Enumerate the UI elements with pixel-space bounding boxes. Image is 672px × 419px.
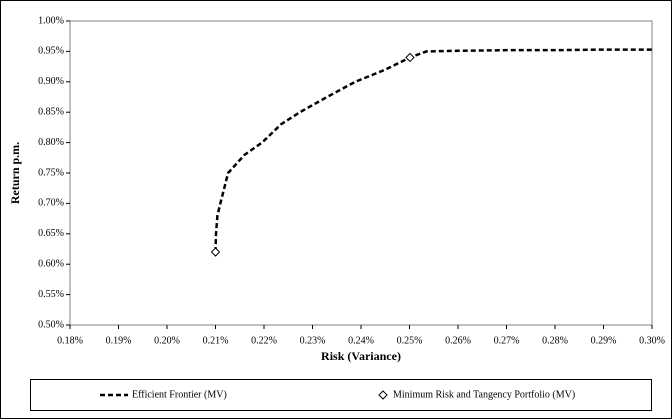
y-tick-label: 0.95% xyxy=(38,46,64,57)
portfolio-marker xyxy=(210,247,221,257)
portfolio-marker xyxy=(405,52,415,63)
x-axis-title: Risk (Variance) xyxy=(321,349,401,363)
x-tick-label: 0.21% xyxy=(203,335,229,346)
x-tick-label: 0.25% xyxy=(397,335,423,346)
x-tick-label: 0.20% xyxy=(154,335,180,346)
x-tick-label: 0.22% xyxy=(251,335,277,346)
legend-box xyxy=(30,379,652,411)
y-tick-label: 0.70% xyxy=(38,198,64,209)
x-tick-label: 0.29% xyxy=(591,335,617,346)
x-tick-label: 0.24% xyxy=(348,335,374,346)
x-tick-label: 0.30% xyxy=(639,335,665,346)
x-tick-label: 0.23% xyxy=(300,335,326,346)
y-tick-label: 0.50% xyxy=(38,319,64,330)
legend-label: Minimum Risk and Tangency Portfolio (MV) xyxy=(393,389,575,400)
x-tick-label: 0.19% xyxy=(106,335,132,346)
y-tick-label: 0.85% xyxy=(38,106,64,117)
y-tick-label: 0.75% xyxy=(38,167,64,178)
x-tick-label: 0.27% xyxy=(494,335,520,346)
y-axis-title: Return p.m. xyxy=(8,142,22,204)
x-tick-label: 0.18% xyxy=(57,335,83,346)
frontier-line xyxy=(214,48,652,253)
x-tick-label: 0.28% xyxy=(542,335,568,346)
y-tick-label: 0.65% xyxy=(38,228,64,239)
y-tick-label: 0.90% xyxy=(38,76,64,87)
y-tick-label: 0.80% xyxy=(38,137,64,148)
y-tick-label: 0.55% xyxy=(38,289,64,300)
legend-swatch xyxy=(378,390,388,400)
x-tick-label: 0.26% xyxy=(445,335,471,346)
legend-label: Efficient Frontier (MV) xyxy=(132,389,227,400)
y-tick-label: 0.60% xyxy=(38,258,64,269)
y-tick-label: 1.00% xyxy=(38,15,64,26)
